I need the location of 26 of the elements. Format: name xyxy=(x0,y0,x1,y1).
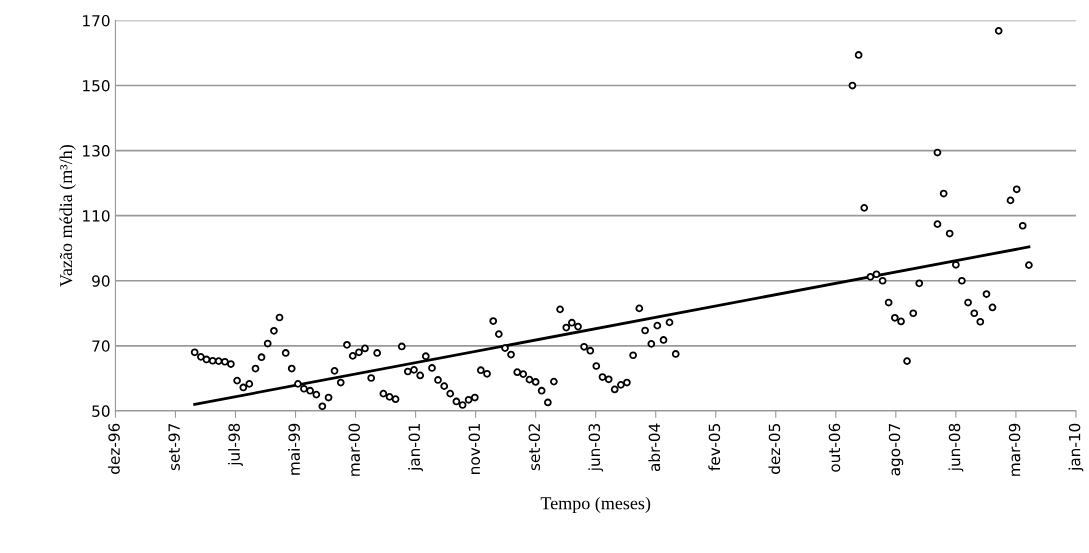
x-tick-label: mai-99 xyxy=(288,423,300,475)
y-tick-label: 90 xyxy=(92,275,110,287)
x-tick-label: mar-00 xyxy=(348,423,360,476)
x-tick-label: abr-04 xyxy=(648,423,661,472)
y-axis-title: Vazão média (m³/h) xyxy=(59,145,76,287)
y-tick-label: 170 xyxy=(83,14,110,27)
x-tick-label: nov-01 xyxy=(468,424,481,474)
x-tick-label: fev-05 xyxy=(708,424,721,471)
x-tick-label: ago-07 xyxy=(888,423,904,476)
x-tick-label: jan-10 xyxy=(1068,423,1084,472)
x-tick-label: jan-01 xyxy=(408,424,423,472)
x-tick-label: set-97 xyxy=(168,423,180,471)
x-tick-label: set-02 xyxy=(528,424,541,471)
x-tick-label: jun-08 xyxy=(948,423,964,472)
x-tick-label: dez-05 xyxy=(768,424,781,474)
y-tick-label: 150 xyxy=(83,80,110,92)
y-tick-label: 110 xyxy=(83,210,110,222)
x-tick-label: mar-09 xyxy=(1008,423,1021,476)
y-tick-label: 130 xyxy=(83,145,110,157)
x-tick-label: dez-96 xyxy=(108,423,120,474)
x-tick-label: jun-03 xyxy=(588,423,604,472)
x-tick-label: out-06 xyxy=(828,423,841,472)
y-tick-label: 70 xyxy=(92,340,110,352)
x-tick-label: jul-98 xyxy=(228,423,243,467)
x-axis-title: Tempo (meses) xyxy=(540,496,651,514)
y-tick-label: 50 xyxy=(92,405,110,417)
